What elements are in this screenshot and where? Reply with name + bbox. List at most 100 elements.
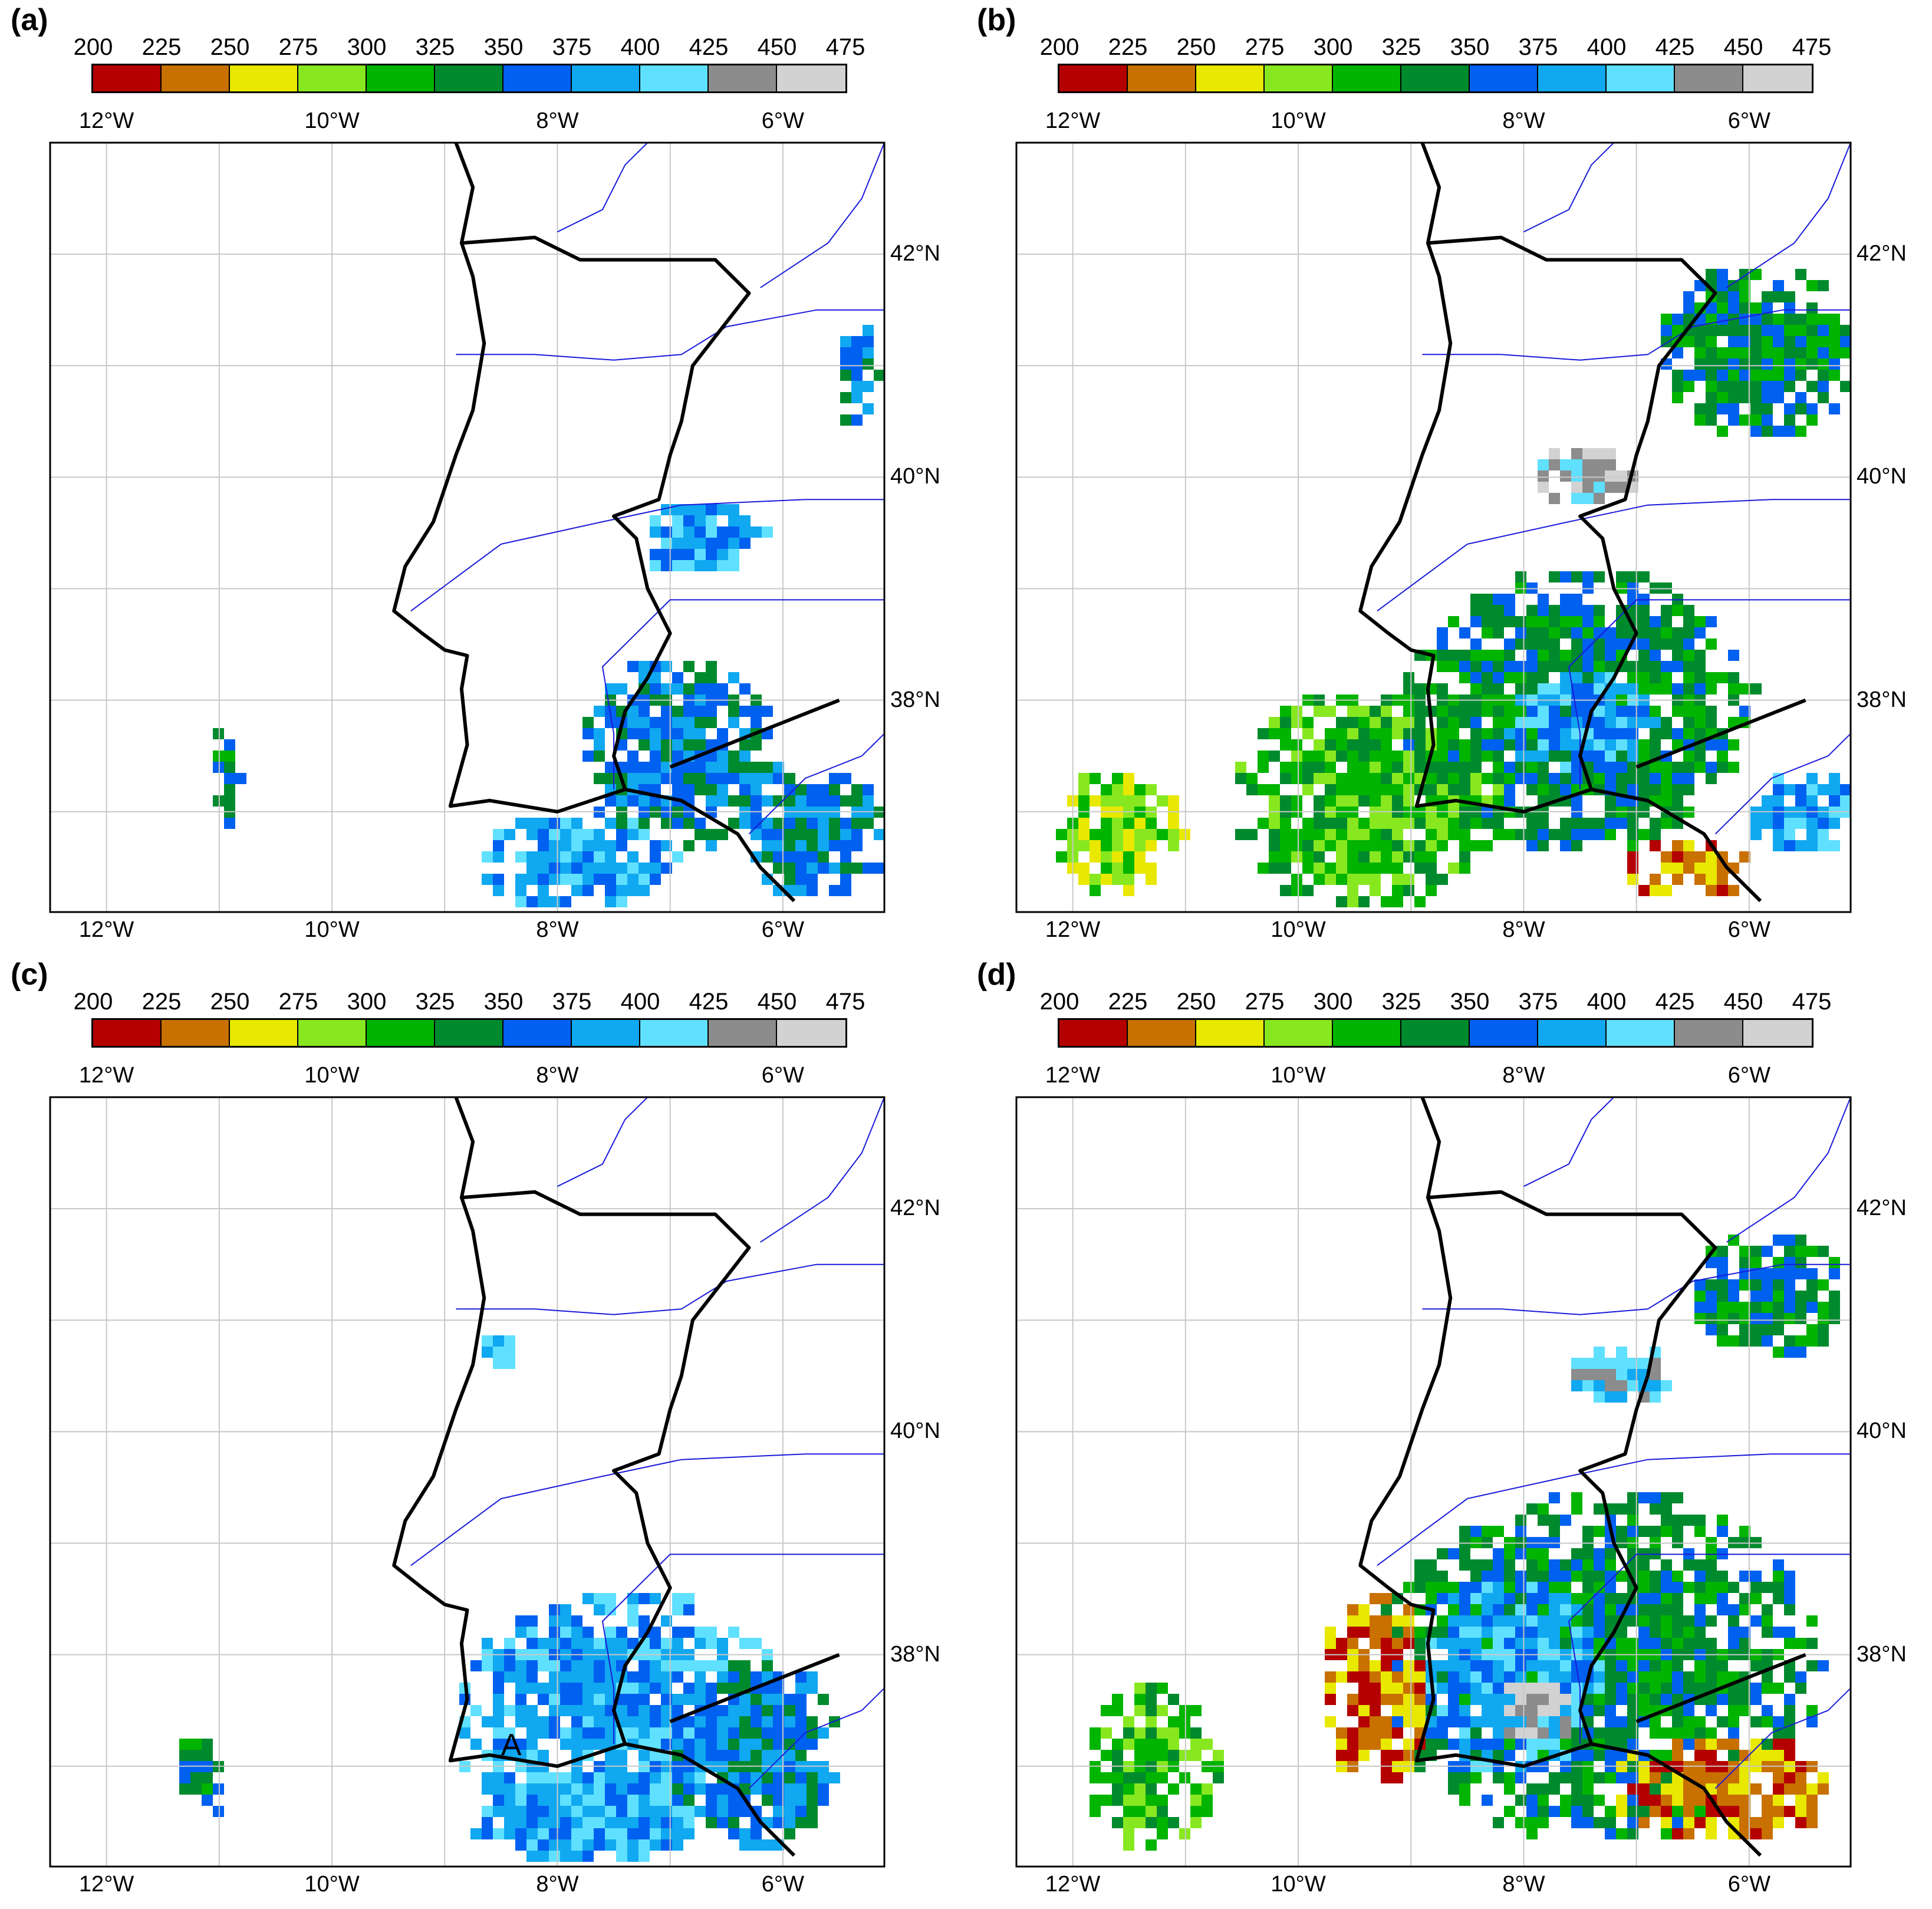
field-cell — [1762, 1739, 1773, 1750]
field-cell — [1582, 1772, 1594, 1783]
field-cell — [1358, 1660, 1370, 1671]
field-cell — [1762, 358, 1773, 370]
field-cell — [1493, 795, 1504, 807]
field-cell — [1168, 818, 1179, 829]
field-cell — [1627, 1503, 1638, 1515]
field-cell — [1706, 863, 1717, 874]
field-cell — [594, 1694, 605, 1705]
field-cell — [784, 1716, 795, 1727]
field-cell — [1795, 426, 1806, 437]
field-cell — [1403, 762, 1414, 773]
field-cell — [683, 1604, 695, 1615]
field-cell — [470, 1828, 482, 1839]
field-cell — [1706, 302, 1717, 314]
field-cell — [549, 1772, 560, 1783]
field-cell — [1672, 1537, 1683, 1548]
field-cell — [1381, 1739, 1392, 1750]
map-frame — [49, 1096, 886, 1868]
field-cell — [1560, 1671, 1571, 1683]
river-line — [557, 1097, 649, 1187]
field-cell — [526, 874, 538, 885]
field-cell — [1638, 638, 1650, 650]
longitude-label: 8°W — [1502, 917, 1545, 942]
field-cell — [1504, 1806, 1515, 1817]
field-cell — [661, 1817, 672, 1828]
field-cell — [1515, 829, 1526, 840]
colorbar-tick-label: 450 — [1723, 34, 1763, 60]
longitude-label: 12°W — [1045, 1872, 1101, 1897]
field-cell — [683, 1828, 695, 1839]
field-cell — [1526, 1795, 1538, 1806]
field-cell — [1549, 571, 1560, 582]
field-cell — [1571, 1571, 1582, 1582]
field-cell — [1426, 1739, 1437, 1750]
field-cell — [1818, 336, 1829, 347]
field-cell — [1314, 706, 1325, 717]
field-cell — [661, 1660, 672, 1671]
field-cell — [627, 1593, 638, 1604]
field-cell — [672, 683, 683, 695]
field-cell — [616, 1795, 627, 1806]
field-cell — [1437, 661, 1448, 672]
field-cell — [1526, 627, 1538, 638]
field-cell — [1806, 358, 1818, 370]
field-cell — [1739, 414, 1750, 426]
field-cell — [1392, 1694, 1403, 1705]
field-cell — [1638, 650, 1650, 661]
field-cell — [1381, 1615, 1392, 1627]
field-cell — [526, 1783, 538, 1795]
field-cell — [717, 795, 728, 807]
field-cell — [1538, 672, 1549, 683]
field-cell — [1739, 1257, 1750, 1268]
field-cell — [795, 829, 807, 840]
field-cell — [638, 874, 650, 885]
field-cell — [1291, 840, 1302, 851]
field-cell — [1706, 414, 1717, 426]
field-cell — [706, 1638, 717, 1649]
field-cell — [728, 773, 739, 784]
field-cell — [751, 818, 762, 829]
field-cell — [1314, 739, 1325, 751]
field-cell — [1302, 851, 1314, 863]
field-cell — [773, 1806, 784, 1817]
field-cell — [1538, 1660, 1549, 1671]
field-cell — [1134, 1694, 1146, 1705]
field-cell — [1493, 1705, 1504, 1716]
field-cell — [1392, 1660, 1403, 1671]
field-cell — [1370, 829, 1381, 840]
field-cell — [1538, 706, 1549, 717]
field-cell — [1605, 1660, 1616, 1671]
field-cell — [504, 1727, 515, 1739]
field-cell — [851, 347, 863, 358]
field-cell — [1638, 683, 1650, 695]
field-cell — [1706, 683, 1717, 695]
field-cell — [739, 1660, 751, 1671]
field-cell — [1426, 851, 1437, 863]
field-cell — [1515, 1705, 1526, 1716]
field-cell — [482, 1660, 493, 1671]
field-cell — [1638, 1492, 1650, 1503]
field-cell — [1661, 773, 1672, 784]
field-cell — [1325, 728, 1336, 739]
field-cell — [1717, 1246, 1728, 1257]
field-cell — [1515, 1660, 1526, 1671]
field-cell — [1549, 1694, 1560, 1705]
field-cell — [1594, 1369, 1605, 1380]
colorbar-tick-label: 375 — [1518, 989, 1558, 1015]
field-cell — [1515, 1604, 1526, 1615]
field-cell — [526, 896, 538, 907]
field-cell — [1706, 1593, 1717, 1604]
field-cell — [683, 1795, 695, 1806]
field-cell — [1526, 762, 1538, 773]
colorbar-swatch — [435, 65, 503, 91]
field-cell — [717, 1739, 728, 1750]
field-cell — [1627, 818, 1638, 829]
field-cell — [1750, 1683, 1762, 1694]
field-cell — [538, 829, 549, 840]
field-cell — [1683, 751, 1694, 762]
field-cell — [1448, 784, 1459, 795]
field-cell — [1314, 795, 1325, 807]
field-cell — [1773, 1279, 1784, 1291]
field-cell — [582, 1705, 594, 1716]
field-cell — [515, 851, 526, 863]
